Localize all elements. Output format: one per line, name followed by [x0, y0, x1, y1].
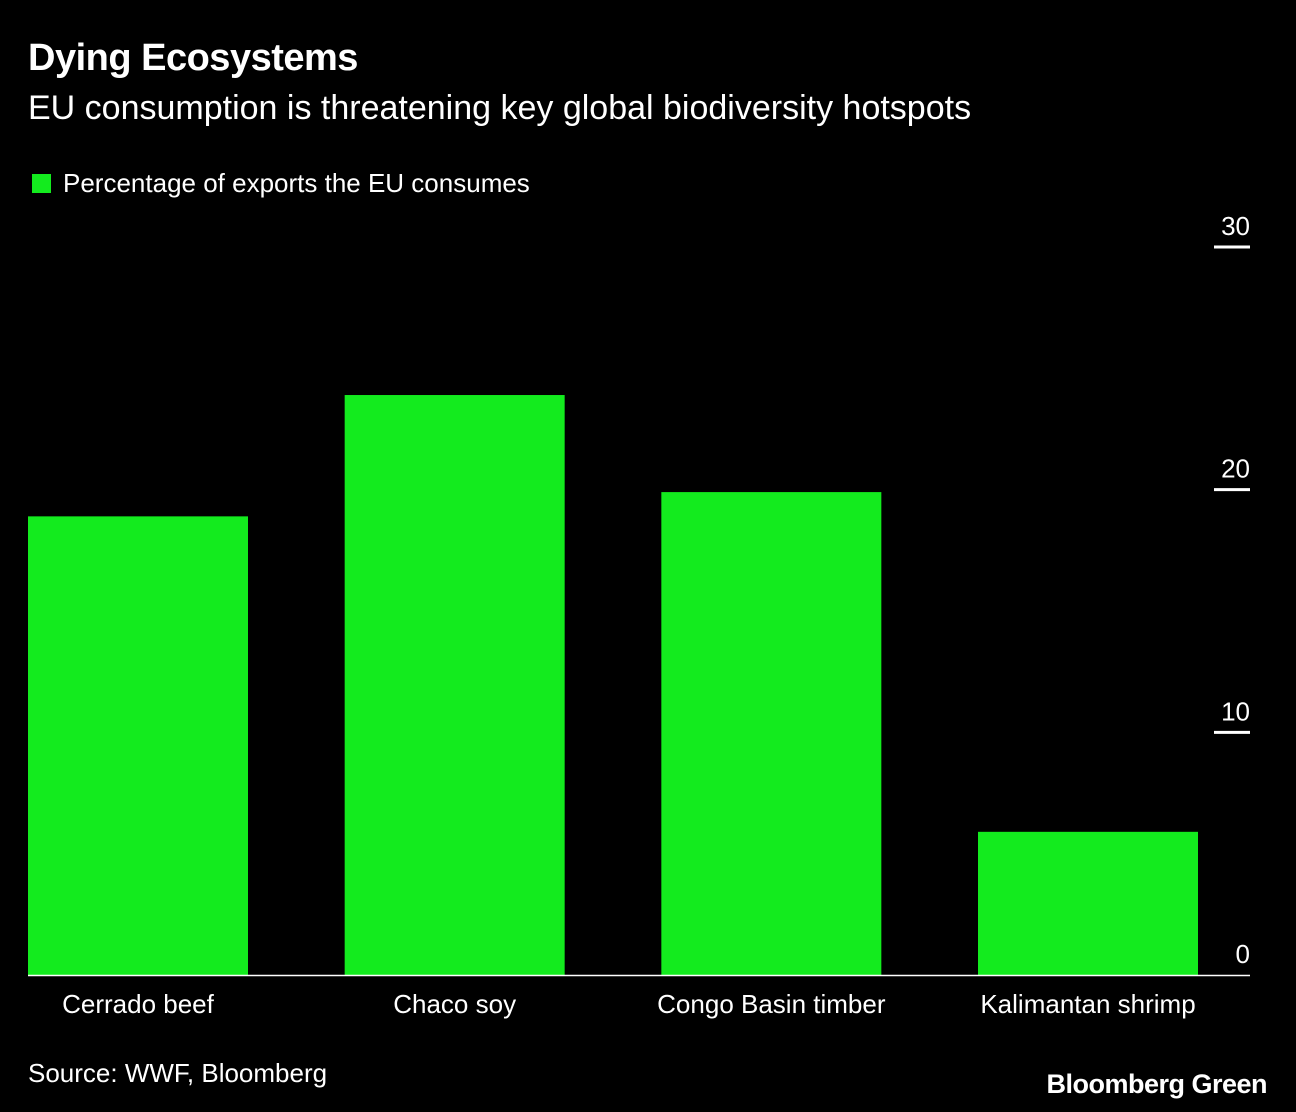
y-tick-label: 10 — [1221, 696, 1250, 726]
legend-label: Percentage of exports the EU consumes — [63, 168, 530, 198]
y-tick-label: 30 — [1221, 211, 1250, 241]
x-tick-label: Chaco soy — [393, 989, 516, 1019]
brand-logo: Bloomberg Green — [1046, 1069, 1267, 1099]
chart-title: Dying Ecosystems — [28, 37, 358, 79]
x-tick-label: Kalimantan shrimp — [980, 989, 1195, 1019]
chart-subtitle: EU consumption is threatening key global… — [28, 89, 972, 127]
y-axis-ticks: 0 10 20 30 — [1214, 211, 1250, 969]
y-tick-label: 20 — [1221, 454, 1250, 484]
y-tick-label: 0 — [1236, 939, 1250, 969]
bar-chaco-soy — [344, 395, 565, 975]
legend: Percentage of exports the EU consumes — [32, 166, 530, 200]
bar-kalimantan-shrimp — [978, 831, 1198, 975]
x-axis-labels: Cerrado beef Chaco soy Congo Basin timber K… — [62, 989, 1196, 1019]
x-tick-label: Congo Basin timber — [657, 989, 886, 1019]
bar-congo-basin-timber — [661, 492, 882, 975]
bar-cerrado-beef — [28, 516, 248, 975]
source-note: Source: WWF, Bloomberg — [28, 1058, 328, 1088]
legend-swatch — [32, 173, 51, 193]
x-tick-label: Cerrado beef — [62, 989, 215, 1019]
bars-group — [28, 395, 1198, 975]
